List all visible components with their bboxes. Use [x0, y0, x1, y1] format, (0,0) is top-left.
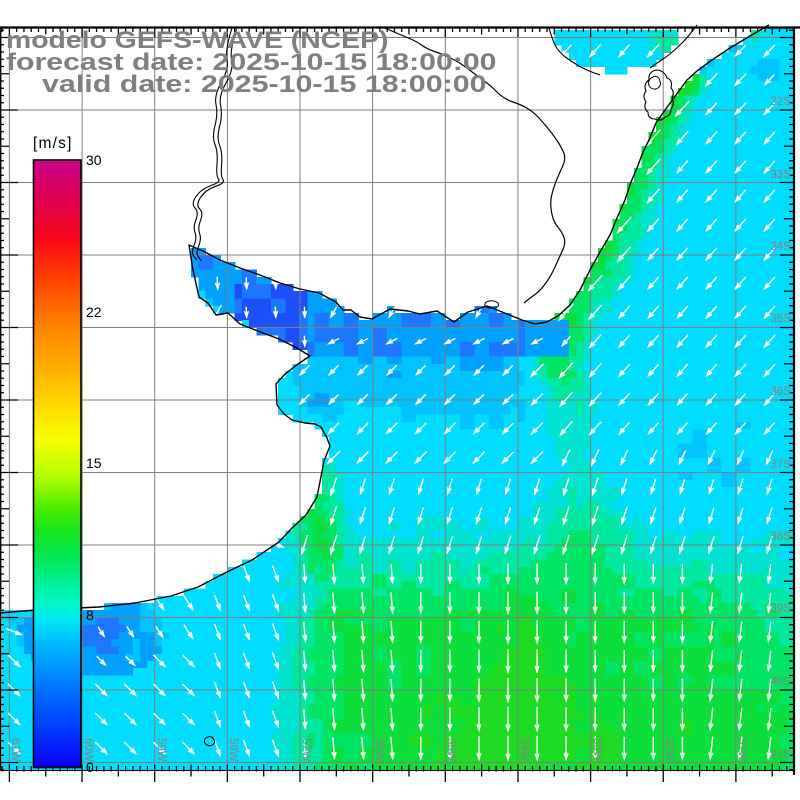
svg-text:34S: 34S: [771, 241, 792, 253]
svg-text:15: 15: [86, 455, 102, 471]
svg-text:0: 0: [86, 759, 94, 775]
svg-text:8: 8: [86, 607, 94, 623]
svg-text:40S: 40S: [771, 676, 792, 688]
svg-text:60W: 60W: [82, 738, 94, 762]
svg-text:22: 22: [86, 304, 102, 320]
svg-text:55W: 55W: [445, 738, 457, 762]
svg-text:30: 30: [86, 152, 102, 168]
svg-text:53W: 53W: [591, 738, 603, 762]
svg-text:37S: 37S: [771, 459, 792, 471]
svg-text:58W: 58W: [227, 738, 239, 762]
svg-text:38S: 38S: [771, 531, 792, 543]
svg-text:33S: 33S: [771, 169, 792, 181]
svg-text:52W: 52W: [663, 738, 675, 762]
svg-text:41S: 41S: [771, 749, 792, 761]
svg-text:39S: 39S: [771, 603, 792, 615]
svg-text:36S: 36S: [771, 386, 792, 398]
svg-text:[m/s]: [m/s]: [33, 135, 73, 152]
svg-text:61W: 61W: [9, 738, 21, 762]
svg-text:54W: 54W: [518, 738, 530, 762]
svg-text:57W: 57W: [300, 738, 312, 762]
svg-text:51W: 51W: [736, 738, 748, 762]
svg-text:59W: 59W: [155, 738, 167, 762]
svg-text:56W: 56W: [373, 738, 385, 762]
svg-text:32S: 32S: [771, 96, 792, 108]
svg-text:35S: 35S: [771, 313, 792, 325]
